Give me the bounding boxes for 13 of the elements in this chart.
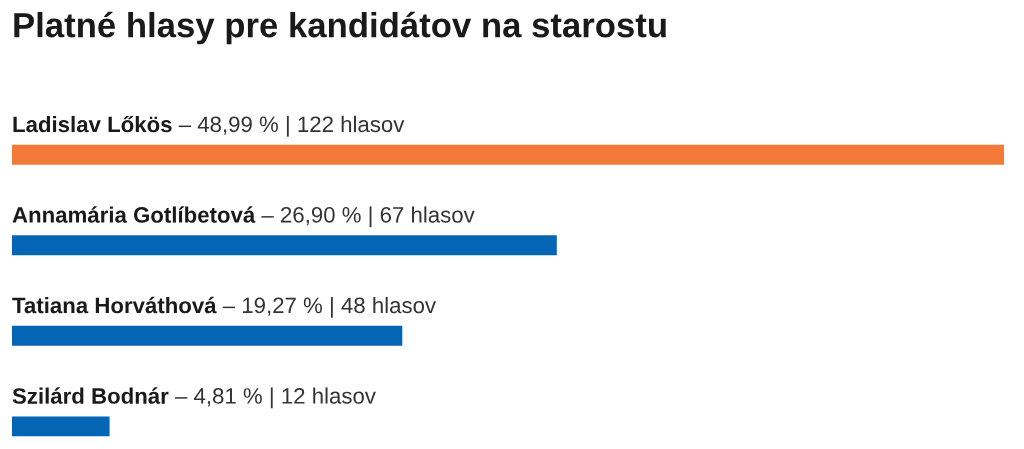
y-tick-label: Annamária Gotlíbetová [12,206,256,223]
bar [12,235,557,256]
data-label: – 4,81 % | 12 hlasov [174,387,376,409]
bar [12,416,110,437]
y-tick-label: Tatiana Horváthová [12,296,217,314]
bar [12,325,403,346]
data-label: – 19,27 % | 48 hlasov [222,296,436,318]
y-tick-label: Ladislav Lőkös [13,115,172,133]
data-label: – 26,90 % | 67 hlasov [261,206,475,228]
data-label: – 48,99 % | 122 hlasov [178,115,405,137]
bar [12,144,1004,165]
y-tick-label: Szilárd Bodnár [12,387,169,404]
chart-title: Platné hlasy pre kandidátov na starostu [14,11,666,45]
